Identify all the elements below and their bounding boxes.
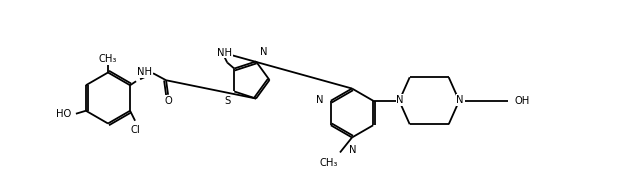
Text: OH: OH (515, 96, 530, 106)
Text: N: N (317, 95, 324, 105)
Text: O: O (165, 96, 173, 106)
Text: NH: NH (137, 67, 152, 77)
Text: N: N (456, 95, 464, 105)
Text: NH: NH (217, 48, 232, 58)
Text: CH₃: CH₃ (99, 55, 117, 64)
Text: Cl: Cl (130, 125, 140, 135)
Text: S: S (224, 97, 230, 106)
Text: HO: HO (56, 109, 71, 119)
Text: CH₃: CH₃ (320, 158, 338, 169)
Text: N: N (260, 48, 268, 57)
Text: N: N (349, 145, 357, 155)
Text: N: N (397, 95, 404, 105)
